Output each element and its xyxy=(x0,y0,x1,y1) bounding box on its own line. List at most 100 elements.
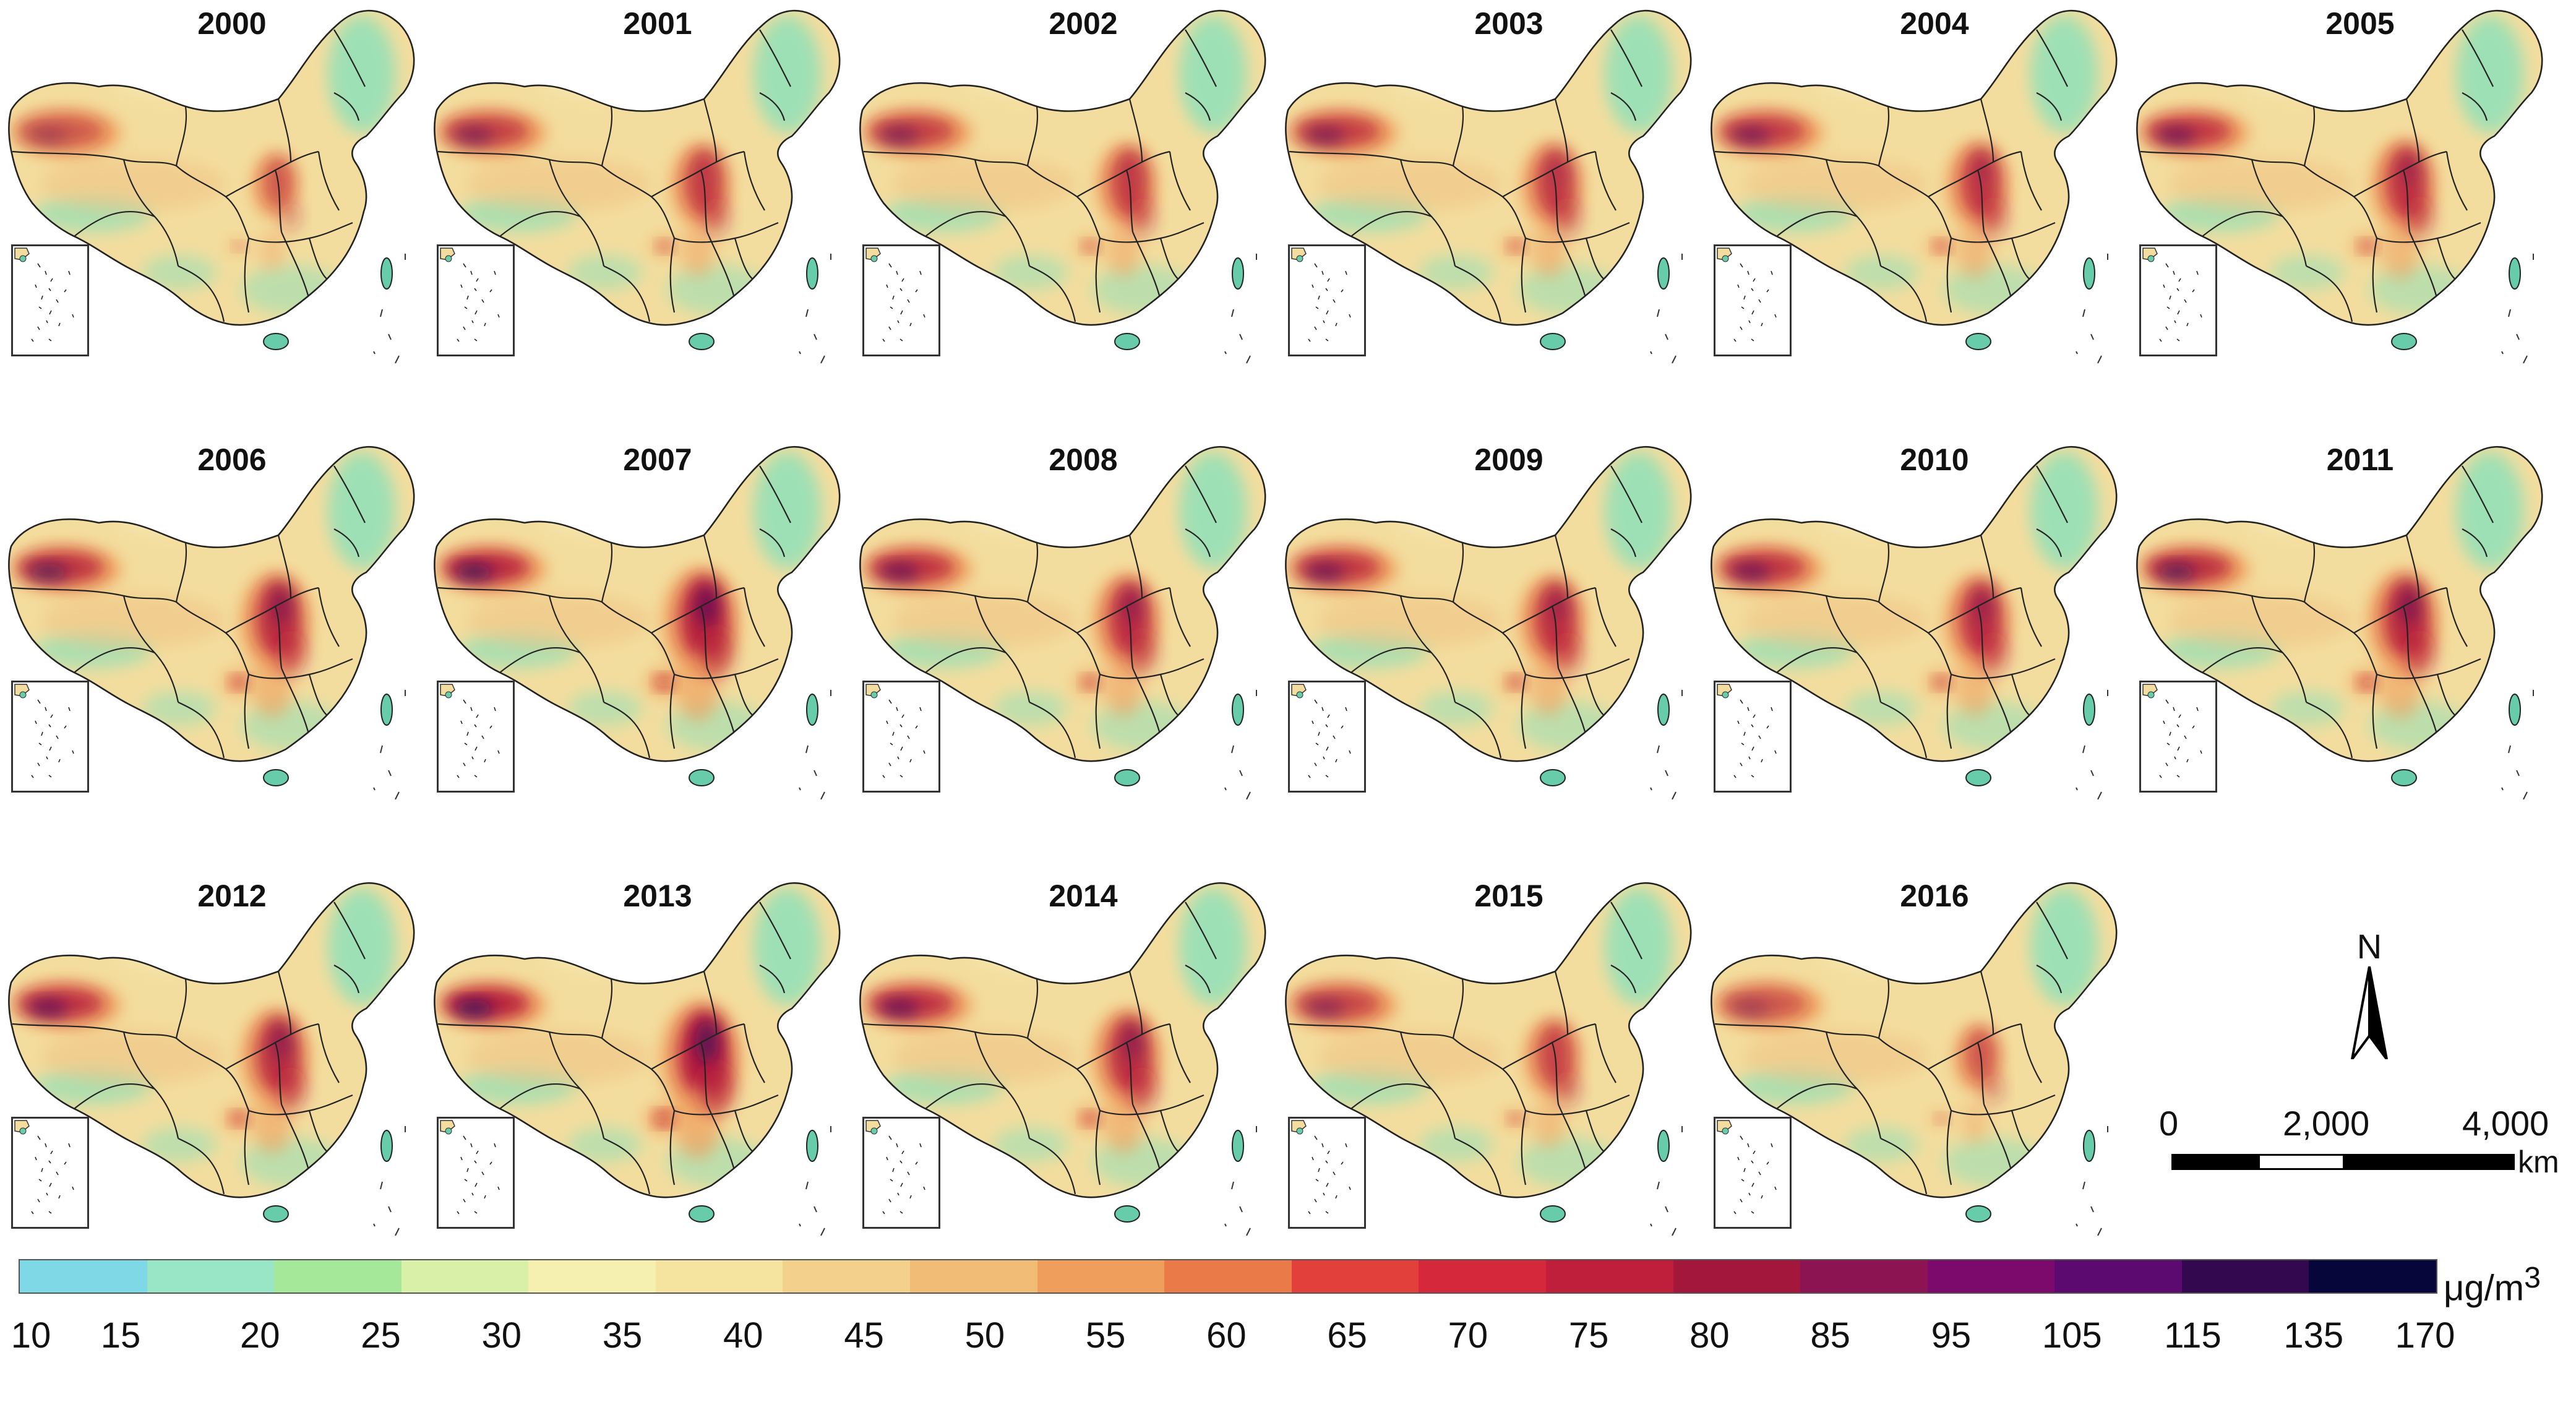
map-year-label: 2009 xyxy=(1474,442,1543,477)
china-pm25-map xyxy=(8,445,415,800)
legend-tick-label: 10 xyxy=(11,1315,51,1356)
legend-tick-label: 170 xyxy=(2395,1315,2455,1356)
south-china-sea-inset xyxy=(1714,681,1792,793)
map-year-label: 2001 xyxy=(623,6,692,41)
map-year-label: 2004 xyxy=(1900,6,1969,41)
legend-swatch-4 xyxy=(528,1260,656,1292)
south-china-sea-inset xyxy=(862,1117,940,1229)
map-year-label: 2000 xyxy=(197,6,267,41)
map-year-label: 2003 xyxy=(1474,6,1543,41)
legend-swatch-13 xyxy=(1673,1260,1801,1292)
south-china-sea-inset xyxy=(11,244,89,356)
legend-swatch-0 xyxy=(20,1260,147,1292)
legend-swatch-10 xyxy=(1291,1260,1419,1292)
south-china-sea-inset xyxy=(11,1117,89,1229)
legend-tick-label: 95 xyxy=(1931,1315,1972,1356)
legend-swatch-16 xyxy=(2054,1260,2182,1292)
scale-tick-0: 0 xyxy=(2159,1104,2179,1143)
south-china-sea-inset xyxy=(862,244,940,356)
legend-tick-label: 60 xyxy=(1206,1315,1247,1356)
map-year-label: 2007 xyxy=(623,442,692,477)
map-panel-2000: 2000 xyxy=(0,0,421,408)
legend-swatch-8 xyxy=(1037,1260,1165,1292)
legend-tick-label: 135 xyxy=(2283,1315,2344,1356)
china-pm25-map xyxy=(1711,882,2118,1236)
china-pm25-map xyxy=(8,9,415,364)
legend-tick-label: 30 xyxy=(481,1315,522,1356)
map-year-label: 2002 xyxy=(1049,6,1118,41)
legend-swatch-7 xyxy=(910,1260,1037,1292)
legend-tick-label: 75 xyxy=(1568,1315,1609,1356)
china-pm25-map xyxy=(2136,445,2543,800)
map-year-label: 2013 xyxy=(623,879,692,913)
color-legend: μg/m3 10 15 20 25 30 35 40 45 50 55 60 65 70 75 80 85 95… xyxy=(11,1259,2541,1383)
legend-swatch-12 xyxy=(1545,1260,1673,1292)
legend-tick-label: 45 xyxy=(844,1315,884,1356)
map-panel-2005: 2005 xyxy=(2128,0,2549,408)
map-panel-2008: 2008 xyxy=(851,436,1272,845)
map-year-label: 2015 xyxy=(1474,879,1543,913)
china-pm25-map xyxy=(8,882,415,1236)
legend-tick-label: 50 xyxy=(964,1315,1005,1356)
map-panel-2007: 2007 xyxy=(426,436,846,845)
scale-segment-3 xyxy=(2345,1154,2515,1170)
legend-swatch-14 xyxy=(1800,1260,1928,1292)
south-china-sea-inset xyxy=(1714,1117,1792,1229)
map-year-label: 2014 xyxy=(1049,879,1118,913)
south-china-sea-inset xyxy=(862,681,940,793)
map-panel-2009: 2009 xyxy=(1277,436,1698,845)
south-china-sea-inset xyxy=(1714,244,1792,356)
china-pm25-map xyxy=(1711,445,2118,800)
map-panel-2001: 2001 xyxy=(426,0,846,408)
south-china-sea-inset xyxy=(2139,244,2217,356)
south-china-sea-inset xyxy=(437,1117,515,1229)
north-label: N xyxy=(2356,927,2382,966)
legend-swatch-15 xyxy=(1927,1260,2055,1292)
legend-swatch-11 xyxy=(1419,1260,1546,1292)
map-panel-2004: 2004 xyxy=(1702,0,2123,408)
legend-unit: μg/m3 xyxy=(2444,1261,2541,1309)
legend-tick-label: 20 xyxy=(239,1315,280,1356)
map-panel-2015: 2015 xyxy=(1277,872,1698,1281)
china-pm25-map xyxy=(1285,882,1692,1236)
legend-swatch-5 xyxy=(655,1260,783,1292)
legend-tick-label: 35 xyxy=(602,1315,643,1356)
legend-tick-label: 80 xyxy=(1689,1315,1730,1356)
map-year-label: 2008 xyxy=(1049,442,1118,477)
north-arrow-icon xyxy=(2351,966,2388,1059)
china-pm25-map xyxy=(434,445,841,800)
china-pm25-map xyxy=(859,9,1266,364)
map-year-label: 2005 xyxy=(2325,6,2395,41)
south-china-sea-inset xyxy=(1288,681,1366,793)
legend-tick-label: 85 xyxy=(1810,1315,1850,1356)
map-year-label: 2011 xyxy=(2326,442,2394,477)
legend-tick-label: 55 xyxy=(1085,1315,1126,1356)
scale-segment-2 xyxy=(2258,1154,2345,1170)
scale-tick-2000: 2,000 xyxy=(2283,1104,2370,1143)
map-panel-2016: 2016 xyxy=(1702,872,2123,1281)
legend-tick-label: 65 xyxy=(1327,1315,1367,1356)
map-panel-2012: 2012 xyxy=(0,872,421,1281)
legend-swatch-2 xyxy=(274,1260,401,1292)
scale-unit: km xyxy=(2518,1145,2559,1179)
china-pm25-map xyxy=(1285,9,1692,364)
map-panel-2003: 2003 xyxy=(1277,0,1698,408)
china-pm25-map xyxy=(1285,445,1692,800)
china-pm25-map xyxy=(2136,9,2543,364)
china-pm25-map xyxy=(859,882,1266,1236)
map-panel-2013: 2013 xyxy=(426,872,846,1281)
map-panel-2010: 2010 xyxy=(1702,436,2123,845)
south-china-sea-inset xyxy=(11,681,89,793)
south-china-sea-inset xyxy=(1288,244,1366,356)
china-pm25-map xyxy=(859,445,1266,800)
scale-tick-4000: 4,000 xyxy=(2462,1104,2549,1143)
scale-bar: 0 2,000 4,000 km xyxy=(2159,1101,2567,1188)
legend-swatch-1 xyxy=(147,1260,275,1292)
south-china-sea-inset xyxy=(437,244,515,356)
south-china-sea-inset xyxy=(437,681,515,793)
china-pm25-map xyxy=(1711,9,2118,364)
map-panel-2002: 2002 xyxy=(851,0,1272,408)
map-year-label: 2016 xyxy=(1900,879,1969,913)
china-pm25-map xyxy=(434,882,841,1236)
legend-tick-label: 25 xyxy=(361,1315,401,1356)
